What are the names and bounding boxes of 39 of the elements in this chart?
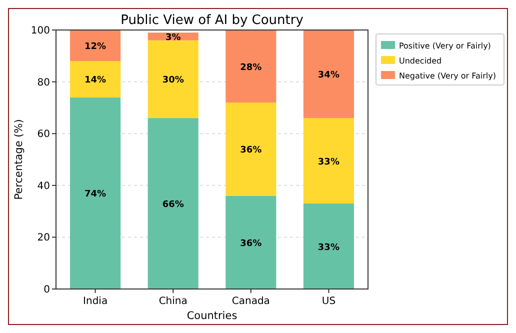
y-tick-label: 60 [37, 129, 50, 140]
y-tick-label: 20 [37, 232, 50, 244]
data-label: 36% [240, 238, 262, 249]
x-tick-label: US [322, 296, 336, 307]
legend-label: Undecided [399, 56, 442, 66]
x-tick-label: Canada [232, 296, 270, 307]
bar [70, 30, 121, 62]
bar [226, 196, 276, 289]
bar [148, 40, 198, 118]
y-axis-title: Percentage (%) [13, 119, 25, 200]
y-tick-label: 40 [37, 180, 50, 192]
x-tick-label: India [83, 296, 108, 307]
y-tick-label: 0 [44, 284, 50, 296]
bar [303, 118, 354, 204]
data-label: 3% [165, 32, 181, 43]
data-label: 28% [240, 62, 262, 73]
bar [148, 118, 198, 289]
bar [303, 30, 354, 118]
data-label: 33% [318, 157, 340, 168]
x-tick-label: China [158, 296, 188, 307]
data-label: 36% [240, 146, 262, 156]
y-tick-label: 80 [37, 77, 50, 88]
bar [226, 102, 276, 196]
data-label: 34% [318, 70, 340, 81]
legend-label: Positive (Very or Fairly) [399, 42, 491, 50]
legend-label: Negative (Very or Fairly) [399, 72, 496, 80]
y-tick-label: 100 [30, 26, 50, 36]
data-label: 66% [162, 200, 184, 210]
x-axis-title: Countries [186, 310, 238, 322]
data-label: 14% [84, 76, 106, 86]
data-label: 33% [318, 242, 340, 253]
data-label: 12% [84, 42, 106, 52]
bar [303, 204, 354, 289]
data-label: 30% [162, 76, 184, 86]
data-label: 74% [84, 190, 106, 200]
bar [226, 30, 276, 103]
bar [70, 97, 121, 289]
chart-title: Public View of AI by Country [120, 13, 304, 28]
bar [70, 61, 121, 98]
